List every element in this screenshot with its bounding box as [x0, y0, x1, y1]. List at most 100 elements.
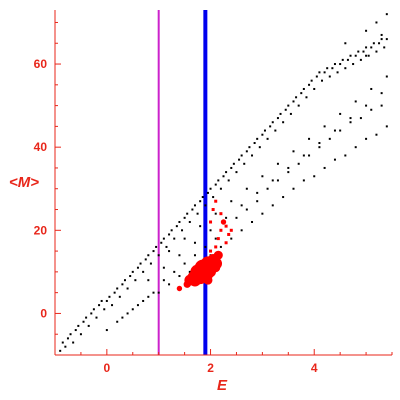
data-point	[170, 229, 173, 232]
data-point	[310, 79, 313, 82]
data-point	[292, 187, 295, 190]
data-point	[116, 287, 119, 290]
data-point	[160, 241, 163, 244]
highlight-point	[224, 224, 228, 228]
data-point	[282, 196, 285, 199]
data-point	[271, 121, 274, 124]
data-point	[227, 179, 230, 182]
data-point	[209, 187, 212, 190]
highlight-points	[176, 199, 233, 292]
data-point	[238, 158, 241, 161]
highlight-point	[203, 275, 213, 285]
data-point	[297, 162, 300, 165]
data-point	[346, 58, 349, 61]
y-tick-label: 40	[34, 140, 48, 154]
data-point	[111, 304, 114, 307]
data-point	[178, 275, 181, 278]
data-point	[318, 71, 321, 74]
data-point	[349, 54, 352, 57]
data-point	[243, 162, 246, 165]
data-point	[365, 54, 368, 57]
highlight-point	[213, 250, 223, 260]
data-point	[331, 67, 334, 70]
data-point	[365, 46, 368, 49]
data-point	[72, 341, 75, 344]
data-point	[178, 254, 181, 257]
data-point	[365, 104, 368, 107]
data-point	[214, 212, 217, 215]
vertical-reference-lines	[157, 10, 208, 355]
highlight-point	[214, 245, 218, 249]
data-point	[204, 204, 207, 207]
data-point	[230, 200, 233, 203]
data-point	[380, 92, 383, 95]
highlight-point	[176, 285, 183, 292]
data-point	[261, 133, 264, 136]
y-tick-label: 20	[34, 223, 48, 237]
data-point	[354, 100, 357, 103]
data-point	[289, 112, 292, 115]
data-point	[367, 54, 370, 57]
data-point	[175, 225, 178, 228]
data-point	[217, 179, 220, 182]
data-point	[204, 245, 207, 248]
data-point	[183, 216, 186, 219]
data-point	[276, 179, 279, 182]
highlight-point	[224, 241, 228, 245]
data-point	[196, 212, 199, 215]
data-point	[191, 208, 194, 211]
data-point	[74, 329, 77, 332]
data-point	[199, 200, 202, 203]
data-point	[271, 179, 274, 182]
data-point	[178, 220, 181, 223]
data-point	[375, 133, 378, 136]
data-point	[266, 187, 269, 190]
data-point	[261, 175, 264, 178]
data-point	[173, 237, 176, 240]
data-point	[261, 212, 264, 215]
data-point	[116, 320, 119, 323]
data-point	[383, 46, 386, 49]
data-point	[149, 262, 152, 265]
data-point	[339, 112, 342, 115]
data-point	[126, 312, 129, 315]
data-point	[248, 146, 251, 149]
data-point	[240, 154, 243, 157]
data-point	[380, 33, 383, 36]
data-point	[336, 71, 339, 74]
data-point	[282, 121, 285, 124]
data-point	[108, 295, 111, 298]
data-point	[85, 316, 88, 319]
data-point	[287, 171, 290, 174]
data-point	[131, 270, 134, 273]
data-point	[375, 50, 378, 53]
data-point	[339, 129, 342, 132]
data-point	[87, 324, 90, 327]
y-tick-label: 0	[40, 306, 47, 320]
background-points	[59, 13, 388, 352]
data-point	[295, 96, 298, 99]
data-point	[349, 117, 352, 120]
data-point	[95, 316, 98, 319]
data-point	[245, 187, 248, 190]
data-point	[219, 187, 222, 190]
data-point	[121, 283, 124, 286]
data-point	[98, 304, 101, 307]
data-point	[235, 216, 238, 219]
data-point	[300, 92, 303, 95]
data-point	[297, 104, 300, 107]
data-point	[61, 341, 64, 344]
data-point	[142, 299, 145, 302]
data-point	[152, 291, 155, 294]
data-point	[251, 154, 254, 157]
data-point	[362, 50, 365, 53]
data-point	[136, 266, 139, 269]
data-point	[225, 171, 228, 174]
data-point	[199, 225, 202, 228]
data-point	[315, 75, 318, 78]
x-axis-title: E	[217, 377, 228, 394]
data-point	[134, 279, 137, 282]
data-point	[144, 258, 147, 261]
data-point	[333, 129, 336, 132]
highlight-point	[211, 208, 215, 212]
